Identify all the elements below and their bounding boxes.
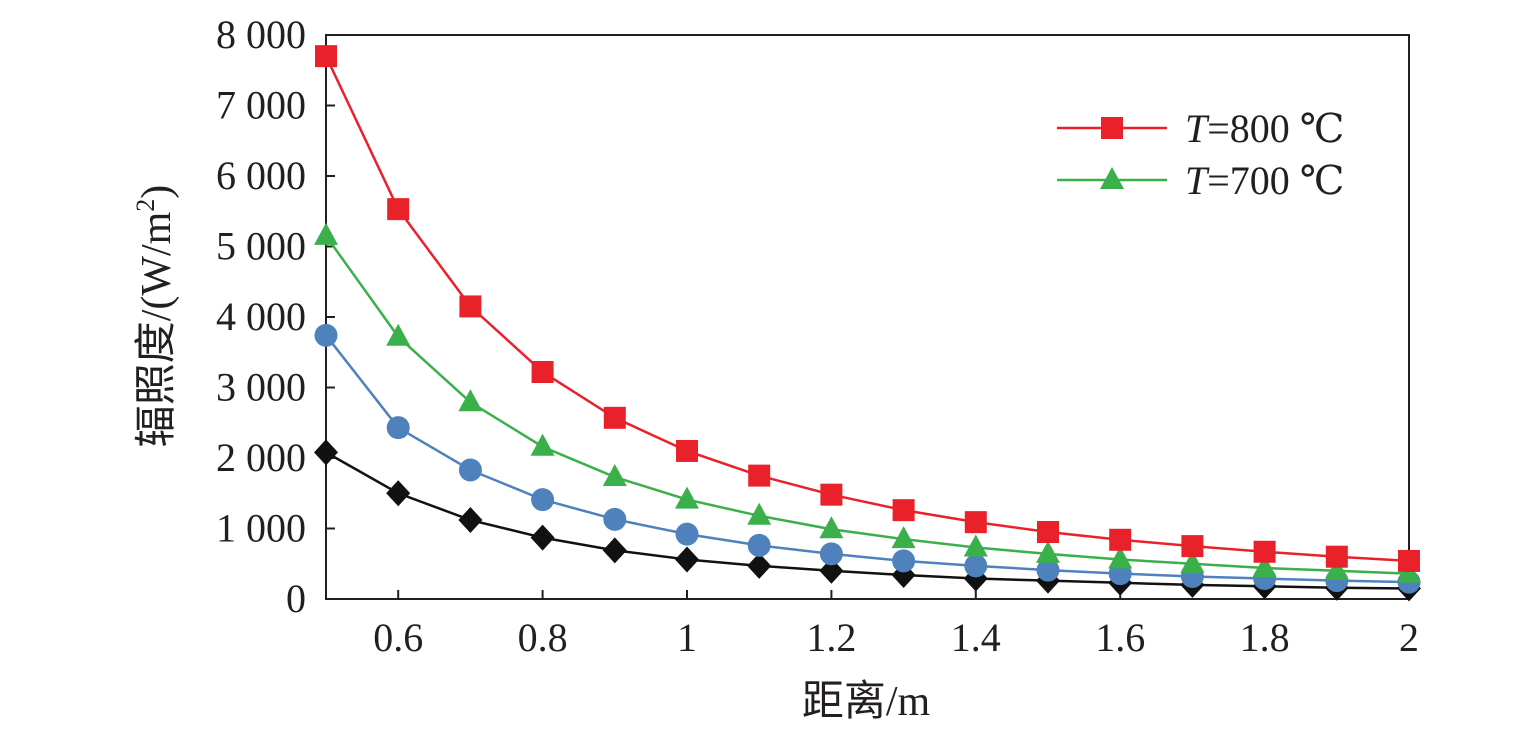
data-point bbox=[603, 406, 626, 429]
legend-entry: T=800 ℃ bbox=[1057, 106, 1345, 151]
x-tick-label: 1.6 bbox=[1095, 615, 1145, 660]
legend-marker bbox=[1100, 167, 1124, 189]
data-point bbox=[819, 542, 843, 566]
axes: 0 1 000 2 000 3 000 4 000 5 000 6 000 7 000 8 00… bbox=[216, 12, 1419, 660]
series-line bbox=[324, 55, 1410, 563]
data-point bbox=[675, 486, 699, 509]
y-axis-title-prefix: 辐照度/(W/m bbox=[134, 211, 180, 447]
legend-var: T bbox=[1185, 106, 1210, 151]
data-point bbox=[458, 458, 482, 482]
data-point bbox=[964, 554, 988, 578]
x-tick-label: 1.2 bbox=[806, 615, 856, 660]
legend-entry: T=700 ℃ bbox=[1057, 158, 1345, 203]
data-point bbox=[386, 480, 411, 507]
data-point bbox=[747, 552, 772, 579]
y-tick-label: 0 bbox=[286, 576, 306, 621]
data-point bbox=[458, 507, 483, 534]
data-point bbox=[386, 323, 411, 346]
series-layer bbox=[314, 45, 1421, 602]
data-point bbox=[748, 464, 771, 487]
legend-label: T=700 ℃ bbox=[1185, 158, 1345, 203]
y-tick-label: 4 000 bbox=[216, 294, 306, 339]
data-point bbox=[1037, 521, 1059, 544]
data-point bbox=[819, 516, 844, 539]
series-square bbox=[315, 45, 1420, 572]
x-tick-label: 0.8 bbox=[518, 615, 568, 660]
data-point bbox=[1325, 545, 1348, 568]
x-tick-label: 1 bbox=[677, 615, 697, 660]
series-line bbox=[325, 451, 1410, 590]
data-point bbox=[820, 483, 843, 506]
data-point bbox=[675, 546, 699, 573]
legend: T=800 ℃T=700 ℃ bbox=[1057, 106, 1345, 203]
data-point bbox=[747, 502, 772, 525]
data-point bbox=[964, 511, 987, 534]
y-axis-title-suffix: ) bbox=[134, 185, 180, 199]
data-point bbox=[1036, 558, 1060, 582]
data-point bbox=[1109, 528, 1132, 551]
legend-label: T=800 ℃ bbox=[1185, 106, 1345, 151]
data-point bbox=[458, 389, 483, 412]
x-tick-label: 1.8 bbox=[1240, 615, 1290, 660]
data-point bbox=[1324, 557, 1349, 580]
data-point bbox=[1036, 540, 1060, 563]
data-point bbox=[892, 499, 915, 522]
legend-marker bbox=[1101, 117, 1123, 139]
y-tick-label: 7 000 bbox=[216, 83, 306, 128]
data-point bbox=[603, 507, 627, 531]
y-tick-label: 5 000 bbox=[216, 224, 306, 269]
y-tick-label: 2 000 bbox=[216, 435, 306, 480]
data-point bbox=[314, 439, 338, 466]
legend-var: T bbox=[1185, 158, 1210, 203]
y-tick-label: 3 000 bbox=[216, 365, 306, 410]
data-point bbox=[1108, 546, 1133, 569]
data-point bbox=[315, 45, 337, 68]
x-tick-label: 1.4 bbox=[951, 615, 1001, 660]
y-tick-label: 8 000 bbox=[216, 12, 306, 57]
x-tick-label: 2 bbox=[1399, 615, 1419, 660]
data-point bbox=[531, 360, 554, 383]
data-point bbox=[963, 534, 988, 557]
data-point bbox=[1253, 540, 1276, 563]
data-point bbox=[387, 198, 410, 221]
data-point bbox=[892, 549, 916, 573]
data-point bbox=[1180, 550, 1205, 573]
data-point bbox=[602, 537, 627, 564]
data-point bbox=[530, 433, 555, 456]
data-point bbox=[314, 323, 338, 347]
x-axis-title: 距离/m bbox=[802, 678, 931, 725]
data-point bbox=[314, 222, 338, 245]
data-point bbox=[676, 439, 698, 462]
data-point bbox=[891, 526, 916, 549]
data-point bbox=[530, 524, 555, 551]
data-point bbox=[459, 295, 482, 318]
series-triangle bbox=[314, 222, 1421, 583]
data-point bbox=[675, 522, 699, 546]
series-line bbox=[324, 235, 1410, 575]
data-point bbox=[1252, 554, 1277, 577]
legend-value: =700 ℃ bbox=[1207, 158, 1344, 203]
legend-value: =800 ℃ bbox=[1207, 106, 1344, 151]
data-point bbox=[819, 557, 844, 584]
data-point bbox=[386, 416, 410, 440]
data-point bbox=[1181, 535, 1204, 558]
data-point bbox=[747, 533, 771, 557]
y-tick-label: 6 000 bbox=[216, 153, 306, 198]
series-line bbox=[325, 334, 1410, 584]
y-axis-title: 辐照度/(W/m2) bbox=[131, 185, 180, 448]
data-point bbox=[531, 488, 555, 512]
y-tick-label: 1 000 bbox=[216, 506, 306, 551]
x-tick-label: 0.6 bbox=[373, 615, 423, 660]
data-point bbox=[1398, 549, 1420, 572]
data-point bbox=[602, 464, 627, 487]
y-axis-title-sup: 2 bbox=[131, 199, 160, 212]
